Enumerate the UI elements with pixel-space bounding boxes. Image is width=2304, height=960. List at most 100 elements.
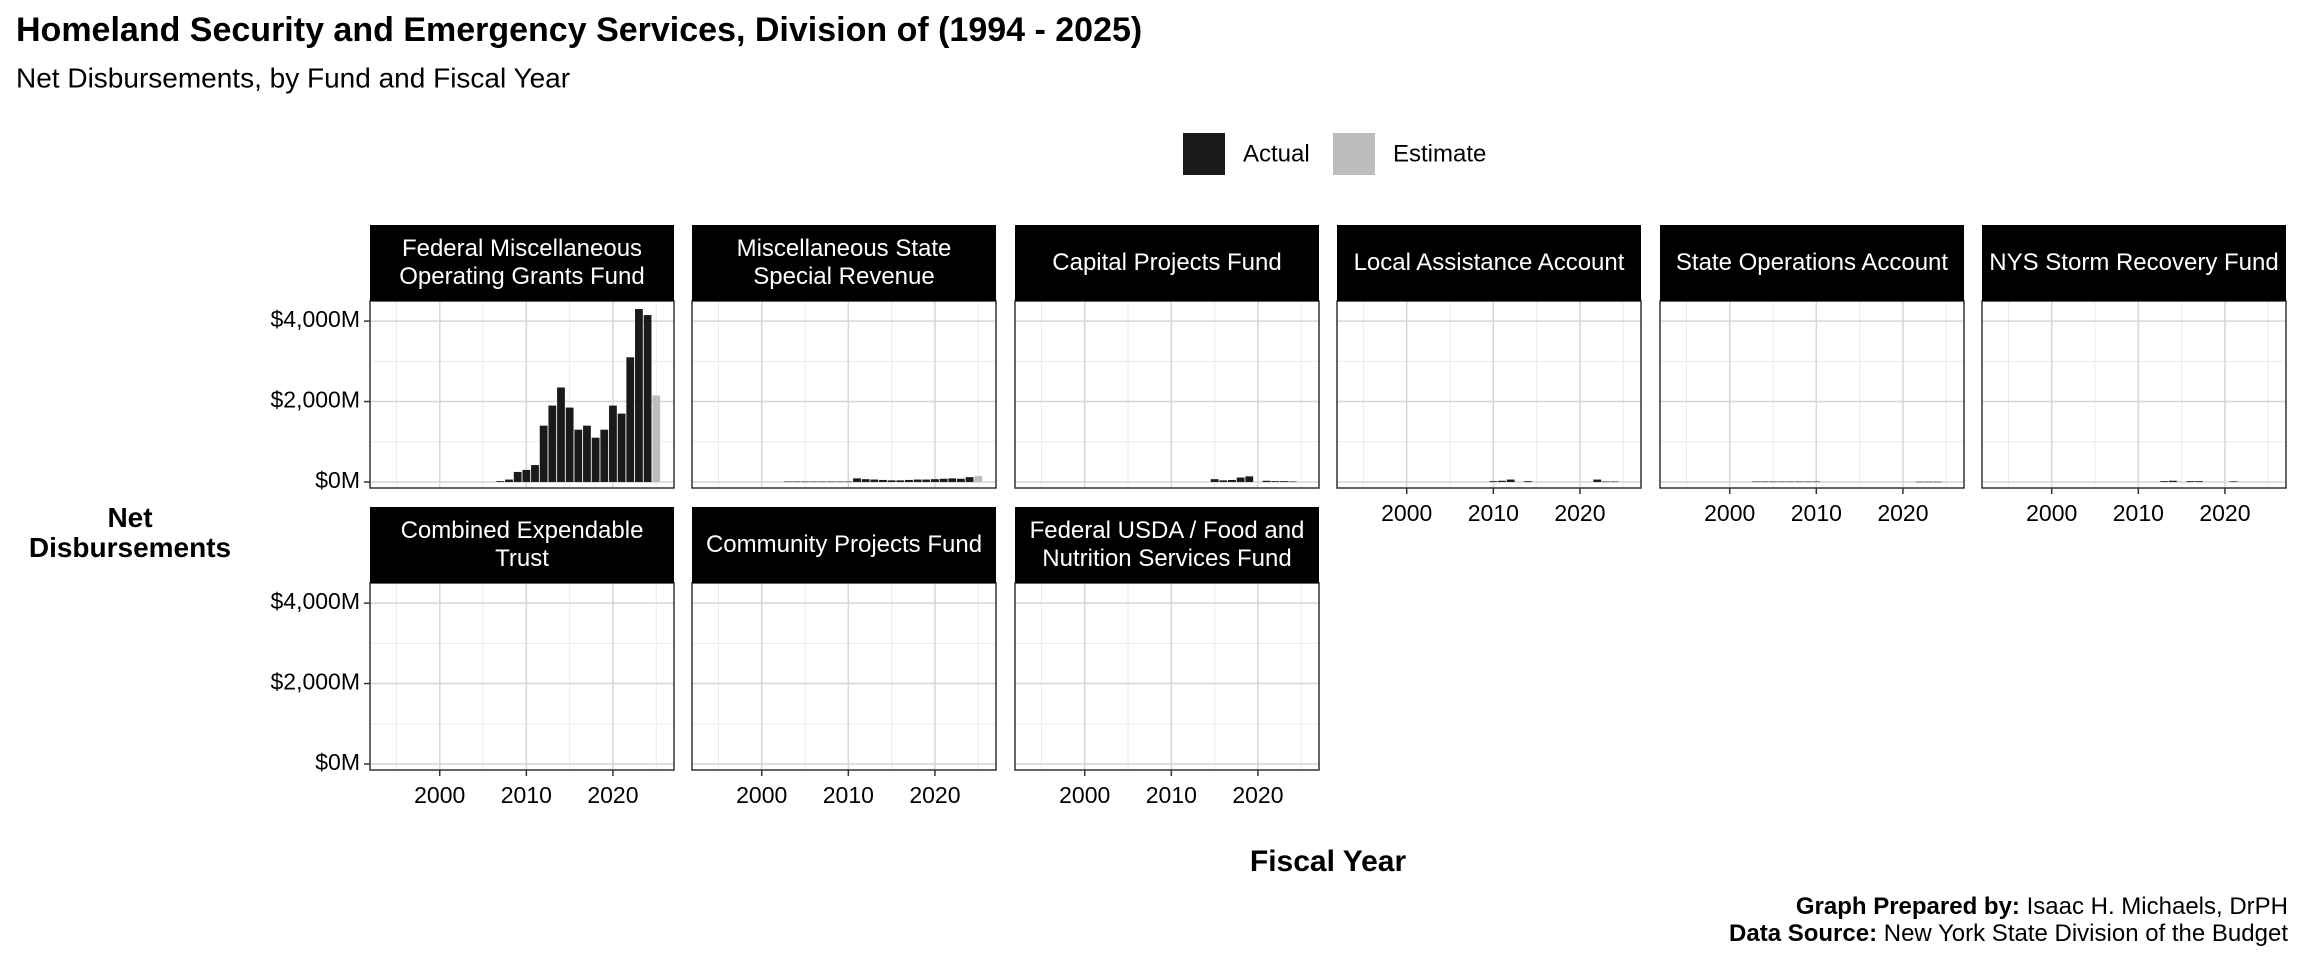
facet-title: NYS Storm Recovery Fund bbox=[1982, 225, 2286, 301]
facet-title: Federal Miscellaneous Operating Grants F… bbox=[370, 225, 674, 301]
y-tick-label: $0M bbox=[315, 749, 360, 775]
bar bbox=[1593, 479, 1602, 482]
facet-title: Combined Expendable Trust bbox=[370, 507, 674, 583]
panel-border bbox=[691, 582, 997, 771]
bar bbox=[1803, 481, 1812, 483]
x-tick-label: 2010 bbox=[501, 782, 552, 808]
bar bbox=[801, 481, 809, 483]
panel-background bbox=[692, 301, 996, 488]
panel-border bbox=[1659, 300, 1965, 489]
bar bbox=[609, 405, 617, 482]
bar bbox=[600, 429, 609, 482]
x-axis-label: Fiscal Year bbox=[1250, 845, 1407, 878]
bar bbox=[2229, 481, 2238, 482]
legend-label: Actual bbox=[1243, 140, 1310, 167]
bar bbox=[818, 481, 827, 483]
x-tick-label: 2010 bbox=[823, 782, 874, 808]
bar bbox=[879, 479, 887, 482]
bar bbox=[531, 465, 539, 482]
chart-title: Homeland Security and Emergency Services… bbox=[16, 11, 1142, 49]
bar bbox=[1228, 479, 1236, 482]
bar bbox=[1933, 481, 1942, 483]
bar bbox=[591, 437, 600, 482]
bar bbox=[565, 407, 574, 482]
legend-label: Estimate bbox=[1393, 140, 1486, 167]
facet-title: Local Assistance Account bbox=[1337, 225, 1641, 301]
bar bbox=[827, 481, 835, 483]
facet-title: State Operations Account bbox=[1660, 225, 1964, 301]
bar bbox=[1288, 481, 1297, 483]
bar bbox=[1262, 480, 1271, 482]
bar bbox=[1210, 479, 1219, 482]
x-tick-label: 2020 bbox=[1877, 500, 1928, 526]
y-tick-label: $2,000M bbox=[270, 387, 360, 413]
bar bbox=[1751, 481, 1760, 483]
panel-background bbox=[1982, 301, 2286, 488]
panel-background bbox=[1337, 301, 1641, 488]
caption-text: New York State Division of the Budget bbox=[1884, 920, 2289, 947]
bar bbox=[887, 480, 896, 482]
facet-title: Capital Projects Fund bbox=[1015, 225, 1319, 301]
bar bbox=[1280, 481, 1288, 482]
bar bbox=[1498, 480, 1506, 482]
bar bbox=[574, 429, 583, 482]
bar bbox=[853, 478, 861, 482]
bar bbox=[1610, 481, 1619, 483]
bar bbox=[1777, 481, 1786, 483]
bar bbox=[1219, 480, 1228, 482]
panel-background bbox=[692, 583, 996, 770]
bar bbox=[617, 413, 626, 482]
bar bbox=[2195, 481, 2203, 482]
bar bbox=[870, 479, 879, 482]
panel-background bbox=[1660, 301, 1964, 488]
bar bbox=[922, 479, 931, 482]
x-tick-label: 2020 bbox=[1554, 500, 1605, 526]
bar bbox=[513, 471, 522, 482]
panel-border bbox=[1336, 300, 1642, 489]
caption-text: Isaac H. Michaels, DrPH bbox=[2027, 893, 2288, 920]
bar bbox=[844, 481, 853, 483]
bar bbox=[1506, 479, 1515, 482]
panel-border bbox=[1981, 300, 2287, 489]
bar bbox=[896, 480, 905, 482]
bar bbox=[1245, 476, 1254, 482]
bar bbox=[652, 395, 661, 482]
bar bbox=[539, 425, 548, 482]
bar bbox=[557, 387, 565, 482]
bar bbox=[1769, 481, 1777, 483]
panel-background bbox=[1015, 583, 1319, 770]
bar bbox=[905, 479, 913, 482]
bar bbox=[1271, 481, 1280, 482]
panel-border bbox=[369, 300, 675, 489]
x-tick-label: 2020 bbox=[909, 782, 960, 808]
y-tick-label: $2,000M bbox=[270, 669, 360, 695]
chart-subtitle: Net Disbursements, by Fund and Fiscal Ye… bbox=[16, 62, 570, 93]
bar bbox=[2186, 481, 2195, 482]
bar bbox=[1760, 481, 1769, 483]
caption-bold: Data Source: bbox=[1729, 920, 1877, 947]
bar bbox=[783, 481, 792, 483]
bar bbox=[792, 481, 801, 483]
bar bbox=[548, 405, 557, 482]
bar bbox=[1602, 481, 1610, 483]
bar bbox=[522, 469, 531, 482]
bar bbox=[1795, 481, 1803, 483]
bar bbox=[1812, 481, 1821, 483]
bar bbox=[965, 477, 974, 482]
facet-title: Community Projects Fund bbox=[692, 507, 996, 583]
bar bbox=[583, 425, 591, 482]
bar bbox=[635, 309, 643, 482]
legend-key bbox=[1183, 133, 1225, 175]
panel-border bbox=[1014, 300, 1320, 489]
x-tick-label: 2020 bbox=[2199, 500, 2250, 526]
bar bbox=[1916, 481, 1925, 483]
bar bbox=[809, 481, 818, 483]
x-tick-label: 2020 bbox=[1232, 782, 1283, 808]
bar bbox=[2160, 481, 2169, 482]
bar bbox=[957, 478, 965, 482]
caption: Graph Prepared by: Isaac H. Michaels, Dr… bbox=[1796, 893, 2288, 920]
panel-background bbox=[370, 583, 674, 770]
y-tick-label: $0M bbox=[315, 467, 360, 493]
